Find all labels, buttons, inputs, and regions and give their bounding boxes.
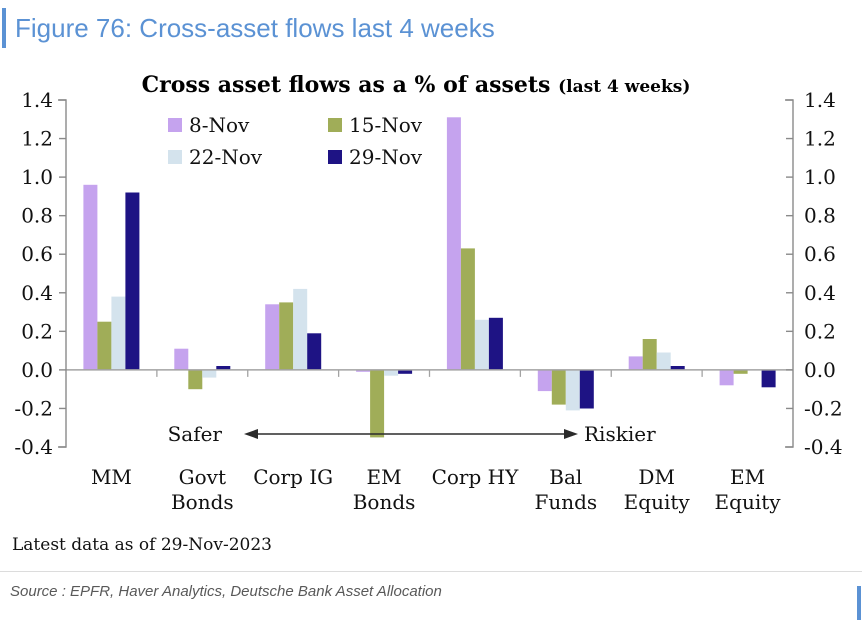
bar <box>761 369 776 388</box>
bar <box>83 184 98 370</box>
left-axis-tick-label: 1.4 <box>21 88 53 112</box>
bar <box>551 369 566 405</box>
category-label: EM <box>367 465 402 489</box>
legend-label: 8-Nov <box>189 113 250 137</box>
bar <box>125 192 140 370</box>
bar <box>628 356 643 370</box>
right-axis <box>785 99 794 448</box>
figure-accent-bar <box>2 8 6 48</box>
bar <box>265 304 280 370</box>
bar <box>656 352 671 370</box>
legend-item: 8-Nov <box>168 113 249 137</box>
bar <box>670 366 685 370</box>
bar <box>370 369 385 438</box>
legend-swatch <box>328 118 342 132</box>
bar <box>565 369 580 411</box>
right-axis-tick-label: 0.8 <box>804 204 836 228</box>
legend-label: 22-Nov <box>189 145 263 169</box>
right-axis-tick-label: 1.0 <box>804 165 836 189</box>
left-axis-tick-label: 0.8 <box>21 204 53 228</box>
riskier-label: Riskier <box>584 422 656 446</box>
category-label: Corp IG <box>253 465 333 489</box>
bar <box>188 369 203 390</box>
bar <box>642 339 657 370</box>
left-axis-tick-label: 0.0 <box>21 358 53 382</box>
bar <box>293 288 308 370</box>
bar <box>537 369 552 392</box>
arrowhead-left <box>244 429 258 439</box>
chart-title-main: Cross asset flows as a % of assets <box>141 72 551 98</box>
legend-swatch <box>168 118 182 132</box>
left-axis <box>58 99 67 448</box>
right-axis-tick-label: 0.0 <box>804 358 836 382</box>
bar <box>719 369 734 386</box>
category-label: EM <box>730 465 765 489</box>
chart-title: Cross asset flows as a % of assets (last… <box>0 72 832 98</box>
chart-area: Cross asset flows as a % of assets (last… <box>0 60 862 538</box>
bar <box>398 369 413 374</box>
source-note: Source : EPFR, Haver Analytics, Deutsche… <box>10 583 442 600</box>
right-axis-tick-label: -0.2 <box>804 396 843 420</box>
category-label: MM <box>91 465 132 489</box>
bar <box>174 348 189 370</box>
left-axis-tick-label: -0.2 <box>14 396 53 420</box>
left-axis-tick-label: 0.6 <box>21 242 53 266</box>
bar <box>460 248 475 370</box>
legend-swatch <box>328 150 342 164</box>
bar <box>202 369 217 378</box>
bar <box>279 302 294 370</box>
right-axis-tick-label: 0.4 <box>804 281 836 305</box>
category-label: Bonds <box>353 490 416 514</box>
bar <box>216 366 231 370</box>
chart-title-suffix: (last 4 weeks) <box>558 77 691 97</box>
left-axis-tick-label: 1.2 <box>21 127 53 151</box>
bar <box>474 319 489 370</box>
category-label: DM <box>638 465 675 489</box>
left-axis-tick-label: 0.4 <box>21 281 53 305</box>
legend-item: 29-Nov <box>328 145 422 169</box>
bar <box>97 321 112 370</box>
bar <box>733 369 748 374</box>
next-figure-accent-bar <box>857 586 861 620</box>
arrowhead-right <box>564 429 578 439</box>
category-label: Funds <box>534 490 597 514</box>
bar <box>111 296 126 370</box>
bar <box>446 117 461 370</box>
bar <box>356 369 371 372</box>
legend-label: 29-Nov <box>349 145 423 169</box>
right-axis-tick-label: 1.4 <box>804 88 836 112</box>
cross-asset-flows-chart: 1.4 1.4 1.2 1.2 1.0 1.0 0.8 0.8 0.6 0.6 0.4 0.4 0.2 0… <box>14 88 843 514</box>
figure-title: Figure 76: Cross-asset flows last 4 week… <box>15 12 495 43</box>
left-axis-tick-label: -0.4 <box>14 435 53 459</box>
right-axis-tick-label: 0.2 <box>804 319 836 343</box>
latest-data-note: Latest data as of 29-Nov-2023 <box>12 535 272 555</box>
safer-label: Safer <box>168 422 223 446</box>
legend-swatch <box>168 150 182 164</box>
category-label: Equity <box>715 490 782 514</box>
legend-label: 15-Nov <box>349 113 423 137</box>
right-axis-tick-label: 1.2 <box>804 127 836 151</box>
left-axis-tick-label: 1.0 <box>21 165 53 189</box>
bar <box>307 333 322 370</box>
bar <box>384 369 399 376</box>
legend-item: 15-Nov <box>328 113 422 137</box>
category-label: Bonds <box>171 490 234 514</box>
category-label: Bal <box>549 465 582 489</box>
figure-header: Figure 76: Cross-asset flows last 4 week… <box>2 8 495 48</box>
footer-divider <box>0 571 862 572</box>
category-label: Corp HY <box>432 465 520 489</box>
category-label: Govt <box>179 465 226 489</box>
legend-item: 22-Nov <box>168 145 262 169</box>
bar <box>488 317 503 370</box>
left-axis-tick-label: 0.2 <box>21 319 53 343</box>
right-axis-tick-label: -0.4 <box>804 435 843 459</box>
bar <box>579 369 594 409</box>
right-axis-tick-label: 0.6 <box>804 242 836 266</box>
category-label: Equity <box>624 490 691 514</box>
